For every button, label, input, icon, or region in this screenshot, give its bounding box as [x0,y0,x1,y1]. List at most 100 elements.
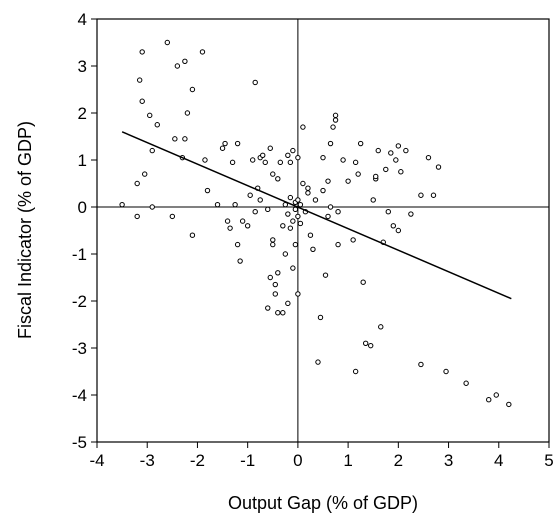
x-tick-label: -4 [89,451,104,470]
scatter-point [204,187,211,194]
scatter-point [463,380,469,386]
scatter-point [169,213,176,220]
scatter-point [315,359,321,365]
scatter-point [345,178,351,184]
scatter-point [154,122,160,128]
scatter-point [275,310,281,316]
scatter-point [325,178,331,184]
scatter-point [182,136,188,142]
scatter-point [282,251,289,257]
scatter-point [224,218,231,224]
scatter-point [139,49,145,55]
x-tick-label: 4 [494,451,503,470]
x-axis-title: Output Gap (% of GDP) [228,493,418,513]
scatter-point [325,213,331,220]
scatter-point [292,241,299,248]
scatter-point [332,117,339,123]
scatter-point [244,223,251,229]
scatter-point [172,136,178,142]
y-tick-label: 4 [78,10,87,29]
scatter-point [320,187,326,194]
scatter-point [300,124,306,130]
scatter-point [300,180,306,187]
scatter-point [327,140,334,147]
scatter-point [297,201,304,208]
scatter-point [398,169,404,175]
scatter-point [134,213,140,220]
scatter-point [320,154,326,161]
scatter-point [232,201,238,208]
scatter-point [295,291,301,297]
scatter-point [189,232,196,238]
scatter-point [486,397,492,403]
scatter-point [435,164,442,170]
scatter-point [418,192,424,198]
scatter-point [357,140,364,147]
scatter-point [390,223,397,229]
scatter-point [332,112,339,119]
scatter-point [403,147,409,154]
scatter-point [287,225,294,231]
scatter-point [182,58,188,64]
scatter-point [373,173,379,180]
scatter-point [275,270,281,276]
scatter-point [355,171,361,177]
scatter-point [149,147,155,154]
scatter-point [375,147,381,154]
scatter-point [378,324,384,330]
scatter-point [395,143,402,149]
scatter-point [335,241,341,248]
y-tick-label: 0 [78,198,87,217]
scatter-point [265,305,271,311]
scatter-point [270,241,276,248]
y-tick-label: -4 [72,386,87,405]
scatter-point [330,124,336,130]
scatter-point [234,140,241,147]
y-tick-label: 2 [78,104,87,123]
scatter-point [327,204,334,210]
scatter-point [383,166,389,173]
scatter-point [277,159,284,166]
plot-frame [96,18,550,443]
x-tick-label: 5 [544,451,553,470]
scatter-point [199,49,206,55]
scatter-point [267,145,273,151]
scatter-point [395,227,402,234]
scatter-point [285,300,291,307]
scatter-point [285,211,291,217]
y-tick-label: -1 [72,245,87,264]
scatter-point [305,185,311,191]
scatter-point [290,265,296,271]
scatter-point [164,39,171,46]
scatter-point [295,213,301,220]
scatter-point [295,154,301,161]
y-tick-label: 3 [78,57,87,76]
scatter-point [134,180,140,187]
y-tick-label: -2 [72,292,87,311]
trend-line-group [121,131,512,300]
scatter-point [142,171,148,177]
scatter-point [247,192,253,198]
x-tick-label: -3 [140,451,155,470]
y-tick-label: -5 [72,433,87,452]
scatter-point [189,86,196,93]
scatter-point [257,197,263,203]
scatter-point [368,342,374,349]
x-tick-label: 3 [444,451,453,470]
scatter-point [252,209,258,215]
x-tick-label: 2 [394,451,403,470]
scatter-point [270,237,276,243]
scatter-point [290,147,296,154]
scatter-point [385,209,391,215]
scatter-point [307,232,314,238]
scatter-point [292,206,299,213]
scatter-point [174,63,181,69]
scatter-point [237,258,243,264]
scatter-point [352,368,359,375]
scatter-point [350,237,356,243]
scatter-point [136,77,143,83]
scatter-point [275,176,281,182]
scatter-point [239,218,246,224]
scatter-point [119,201,125,208]
